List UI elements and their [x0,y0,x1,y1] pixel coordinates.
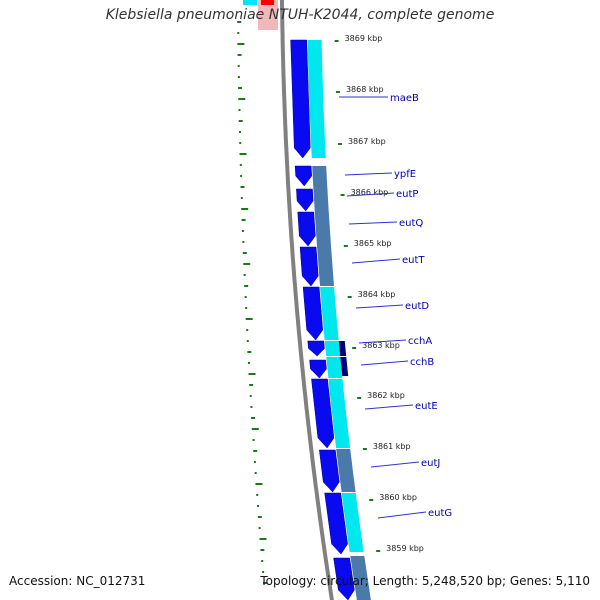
reverse-cds-block [307,40,326,158]
gene-label: eutJ [421,458,440,469]
gene-leader-line [364,404,414,410]
ruler-label: 3864 kbp [358,290,396,299]
ruler-label: 3861 kbp [373,442,411,451]
reverse-cds-block [350,556,371,600]
reverse-strand-track [307,40,371,600]
reverse-cds-block [341,493,364,552]
reverse-cds-block [320,287,339,340]
forward-cds-arrow [309,359,327,379]
forward-cds-arrow [294,165,312,187]
gene-labels: maeB ypfE eutP eutQ eutT eutD cchA cchB eutE eutJ… [339,93,452,519]
gc-skew-track [237,21,268,584]
ruler-label: 3865 kbp [354,239,392,248]
top-marker-red [261,0,274,5]
gene-label: cchB [410,357,434,368]
forward-cds-arrow [307,340,325,357]
gene-leader-line [358,339,407,344]
gene-label: ypfE [394,169,416,180]
ruler-label: 3860 kbp [379,493,417,502]
gene-label: eutD [405,301,429,312]
gene-label: eutG [428,508,452,519]
ruler-label: 3868 kbp [346,85,384,94]
dark-cds-block [338,341,347,356]
gene-label: eutE [415,401,438,412]
gene-label: maeB [390,93,419,104]
dark-cds-block [340,357,349,376]
ruler-label: 3859 kbp [386,544,424,553]
forward-cds-arrow [297,211,316,247]
gene-label: eutP [396,189,418,200]
top-feature-markers [243,0,278,30]
gene-leader-line [377,511,427,519]
forward-cds-arrow [324,492,348,555]
ruler-label: 3869 kbp [345,34,383,43]
ruler-label: 3866 kbp [351,188,389,197]
gene-leader-line [344,172,393,176]
gene-leader-line [346,192,395,197]
gene-leader-line [370,461,420,468]
forward-cds-arrow [290,39,311,159]
forward-cds-arrow [319,449,340,493]
gene-label: eutT [402,255,425,266]
forward-cds-arrow [333,557,355,600]
forward-cds-arrow [302,286,324,341]
accession-label: Accession: NC_012731 [9,574,146,588]
forward-cds-arrow [296,188,314,212]
reverse-cds-block [326,357,343,378]
reverse-cds-block [312,166,334,286]
ruler-label: 3867 kbp [348,137,386,146]
genome-title: Klebsiella pneumoniae NTUH-K2044, comple… [105,7,495,23]
top-marker-cyan [243,0,257,5]
ruler-label: 3862 kbp [367,391,405,400]
gene-label: eutQ [399,218,423,229]
top-marker-pink-band [258,0,278,30]
gene-label: cchA [408,336,432,347]
ruler-label: 3863 kbp [362,341,400,350]
forward-cds-arrow [311,378,335,449]
gene-leader-line [360,360,409,366]
gene-leader-line [351,258,401,264]
gene-leader-line [348,221,398,225]
gene-leader-line [355,304,404,309]
reverse-cds-block [328,379,351,448]
forward-cds-arrow [299,246,319,287]
reverse-cds-block [336,449,356,492]
genome-stats-label: Topology: circular; Length: 5,248,520 bp… [260,574,590,588]
reverse-cds-block [324,341,341,356]
forward-strand-track [290,39,355,600]
position-ruler: 3869 kbp 3868 kbp 3867 kbp 3866 kbp 3865 kbp… [334,34,424,553]
